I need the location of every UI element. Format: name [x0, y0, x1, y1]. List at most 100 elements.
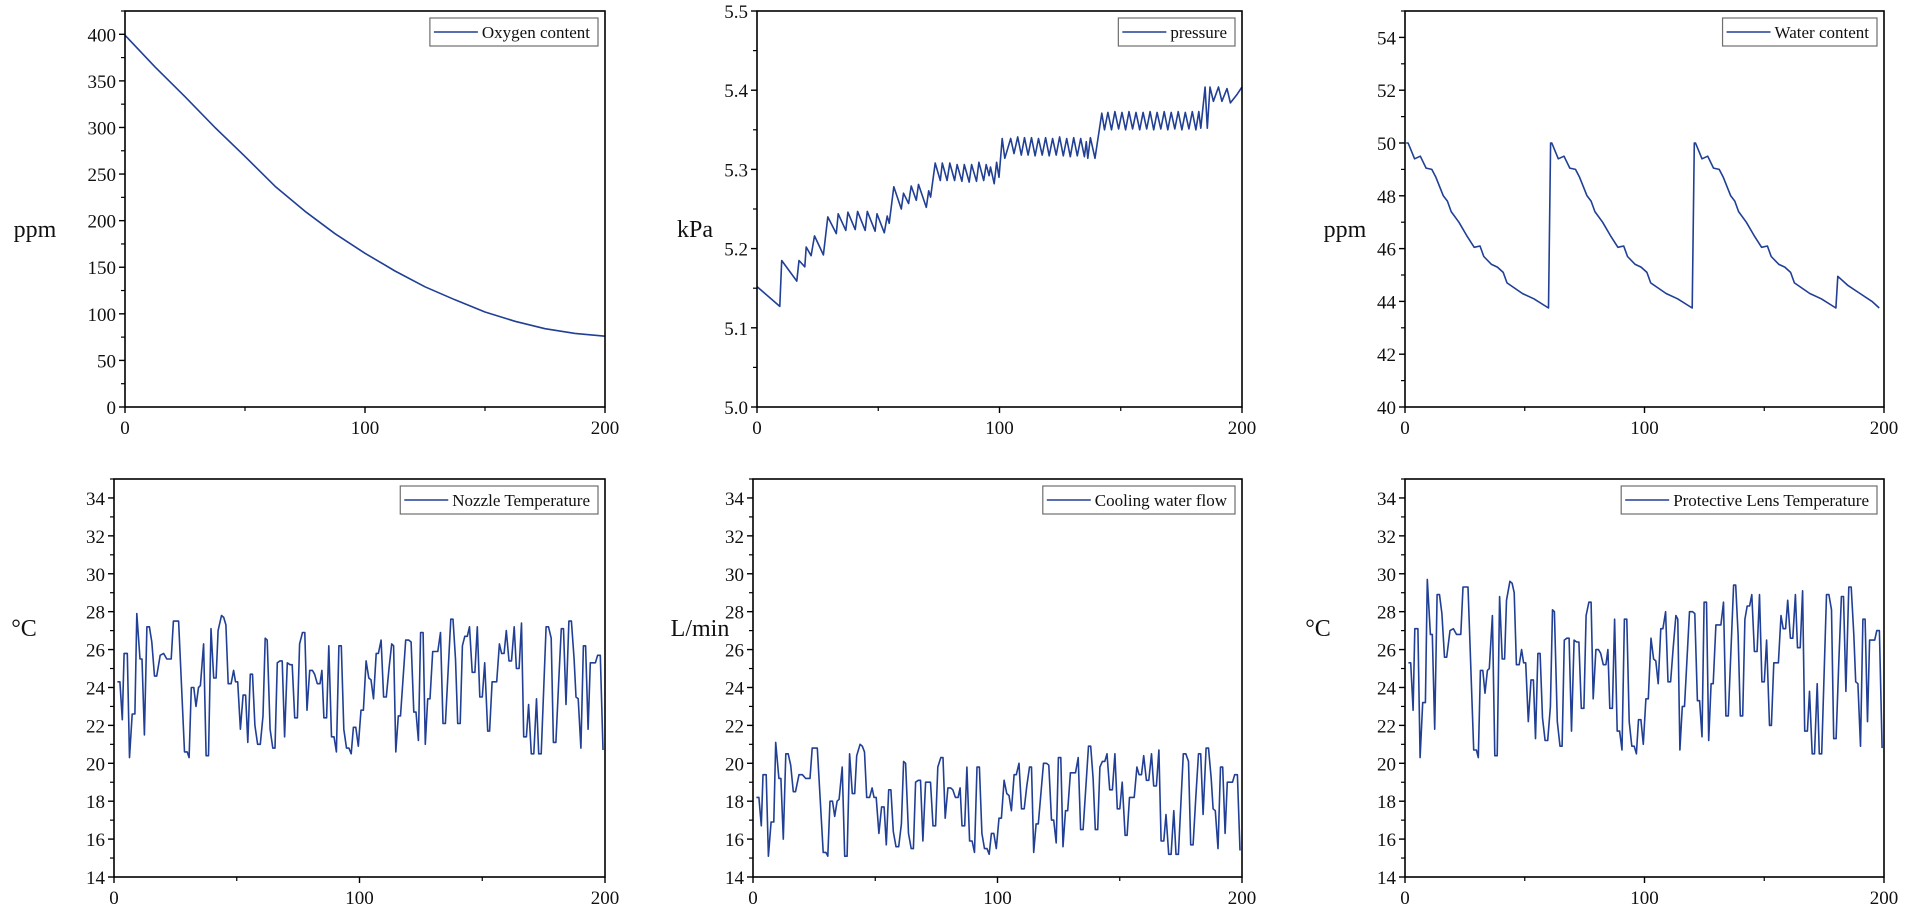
- x-tick-label: 0: [120, 418, 130, 439]
- y-tick-label: 46: [1377, 240, 1396, 261]
- x-tick-label: 0: [748, 888, 758, 909]
- y-tick-label: 350: [88, 72, 117, 93]
- y-tick-label: 28: [86, 603, 105, 624]
- y-tick-label: 26: [86, 641, 105, 662]
- plot-frame: [1404, 478, 1885, 878]
- y-tick-label: 48: [1377, 187, 1396, 208]
- series-line: [117, 612, 604, 759]
- y-tick-label: 300: [88, 118, 117, 139]
- plot-frame: [752, 478, 1243, 878]
- x-tick-label: 100: [983, 888, 1012, 909]
- legend: Nozzle Temperature: [399, 485, 599, 515]
- series-line: [1406, 142, 1880, 309]
- x-tick-label: 200: [1228, 888, 1257, 909]
- y-axis-label: L/min: [671, 616, 730, 642]
- x-tick-label: 200: [1870, 888, 1899, 909]
- x-tick-label: 100: [985, 418, 1014, 439]
- y-tick-label: 0: [107, 398, 117, 419]
- y-tick-label: 5.2: [724, 240, 748, 261]
- x-tick-label: 200: [591, 418, 620, 439]
- y-tick-label: 14: [725, 868, 745, 889]
- y-tick-label: 24: [725, 678, 745, 699]
- y-tick-label: 5.0: [724, 398, 748, 419]
- legend-label: Protective Lens Temperature: [1673, 491, 1869, 510]
- y-tick-label: 200: [88, 212, 117, 233]
- y-tick-label: 34: [725, 489, 745, 510]
- x-tick-label: 200: [1870, 418, 1899, 439]
- y-tick-label: 26: [1377, 641, 1396, 662]
- y-tick-label: 44: [1377, 292, 1397, 313]
- y-tick-label: 14: [86, 868, 106, 889]
- y-tick-label: 34: [86, 489, 106, 510]
- y-axis-label: ppm: [1324, 217, 1367, 243]
- x-tick-label: 100: [345, 888, 374, 909]
- legend: Oxygen content: [429, 17, 599, 47]
- series-line: [756, 86, 1243, 308]
- y-tick-label: 32: [86, 527, 105, 548]
- y-tick-label: 32: [725, 527, 744, 548]
- y-tick-label: 50: [97, 351, 116, 372]
- y-tick-label: 22: [86, 716, 105, 737]
- y-tick-label: 40: [1377, 398, 1396, 419]
- plot-frame: [113, 478, 606, 878]
- x-tick-label: 100: [1630, 888, 1659, 909]
- y-tick-label: 18: [86, 792, 105, 813]
- legend: Cooling water flow: [1042, 485, 1236, 515]
- y-tick-label: 26: [725, 641, 744, 662]
- y-tick-label: 5.5: [724, 2, 748, 23]
- legend-label: Oxygen content: [482, 23, 590, 42]
- legend: Protective Lens Temperature: [1620, 485, 1878, 515]
- y-tick-label: 5.3: [724, 160, 748, 181]
- y-tick-label: 16: [725, 830, 744, 851]
- x-tick-label: 0: [1400, 418, 1410, 439]
- y-tick-label: 30: [1377, 565, 1396, 586]
- y-tick-label: 20: [725, 754, 744, 775]
- x-tick-label: 0: [752, 418, 762, 439]
- y-tick-label: 5.1: [724, 319, 748, 340]
- y-tick-label: 20: [86, 754, 105, 775]
- y-tick-label: 250: [88, 165, 117, 186]
- y-tick-label: 5.4: [724, 81, 748, 102]
- y-axis-label: kPa: [677, 217, 713, 243]
- y-tick-label: 20: [1377, 754, 1396, 775]
- y-tick-label: 42: [1377, 345, 1396, 366]
- plot-frame: [1404, 10, 1885, 408]
- series-line: [124, 34, 606, 337]
- x-tick-label: 100: [1630, 418, 1659, 439]
- legend-label: Water content: [1775, 23, 1870, 42]
- y-tick-label: 54: [1377, 28, 1397, 49]
- y-tick-label: 22: [1377, 716, 1396, 737]
- y-tick-label: 24: [1377, 678, 1397, 699]
- y-tick-label: 30: [725, 565, 744, 586]
- y-tick-label: 24: [86, 678, 106, 699]
- x-tick-label: 0: [109, 888, 119, 909]
- plot-frame: [756, 10, 1243, 408]
- y-tick-label: 52: [1377, 81, 1396, 102]
- legend-label: Nozzle Temperature: [452, 491, 590, 510]
- x-tick-label: 200: [591, 888, 620, 909]
- y-tick-label: 14: [1377, 868, 1397, 889]
- y-tick-label: 18: [1377, 792, 1396, 813]
- y-tick-label: 22: [725, 716, 744, 737]
- y-tick-label: 150: [88, 258, 117, 279]
- y-tick-label: 50: [1377, 134, 1396, 155]
- plot-frame: [124, 10, 606, 408]
- x-tick-label: 0: [1400, 888, 1410, 909]
- y-axis-label: °C: [11, 616, 37, 642]
- y-tick-label: 32: [1377, 527, 1396, 548]
- y-axis-label: ppm: [14, 217, 57, 243]
- y-tick-label: 16: [86, 830, 105, 851]
- x-tick-label: 100: [351, 418, 380, 439]
- y-axis-label: °C: [1305, 616, 1331, 642]
- y-tick-label: 100: [88, 305, 117, 326]
- legend: pressure: [1117, 17, 1236, 47]
- chart-panel-5: 14 16 18 20 22 24 26 28 30 32 34 0 100 200 L/min Coolin…: [671, 478, 1257, 909]
- series-line: [1408, 578, 1883, 759]
- y-tick-label: 28: [1377, 603, 1396, 624]
- chart-panel-3: 40 42 44 46 48 50 52 54 0 100 200 ppm Water content: [1324, 10, 1899, 439]
- y-tick-label: 30: [86, 565, 105, 586]
- y-tick-label: 400: [88, 25, 117, 46]
- y-tick-label: 18: [725, 792, 744, 813]
- legend: Water content: [1721, 17, 1878, 47]
